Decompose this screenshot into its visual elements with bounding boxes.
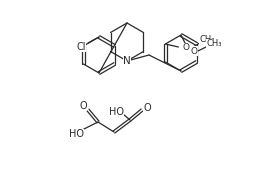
Text: HO: HO [69, 129, 84, 139]
Text: O: O [143, 103, 151, 113]
Text: O: O [190, 46, 197, 55]
Text: CH₃: CH₃ [200, 36, 215, 45]
Text: HO: HO [109, 107, 123, 117]
Text: Cl: Cl [76, 42, 86, 52]
Text: CH₃: CH₃ [206, 39, 222, 49]
Text: O: O [183, 43, 190, 52]
Text: O: O [79, 101, 87, 111]
Text: N: N [123, 56, 131, 66]
